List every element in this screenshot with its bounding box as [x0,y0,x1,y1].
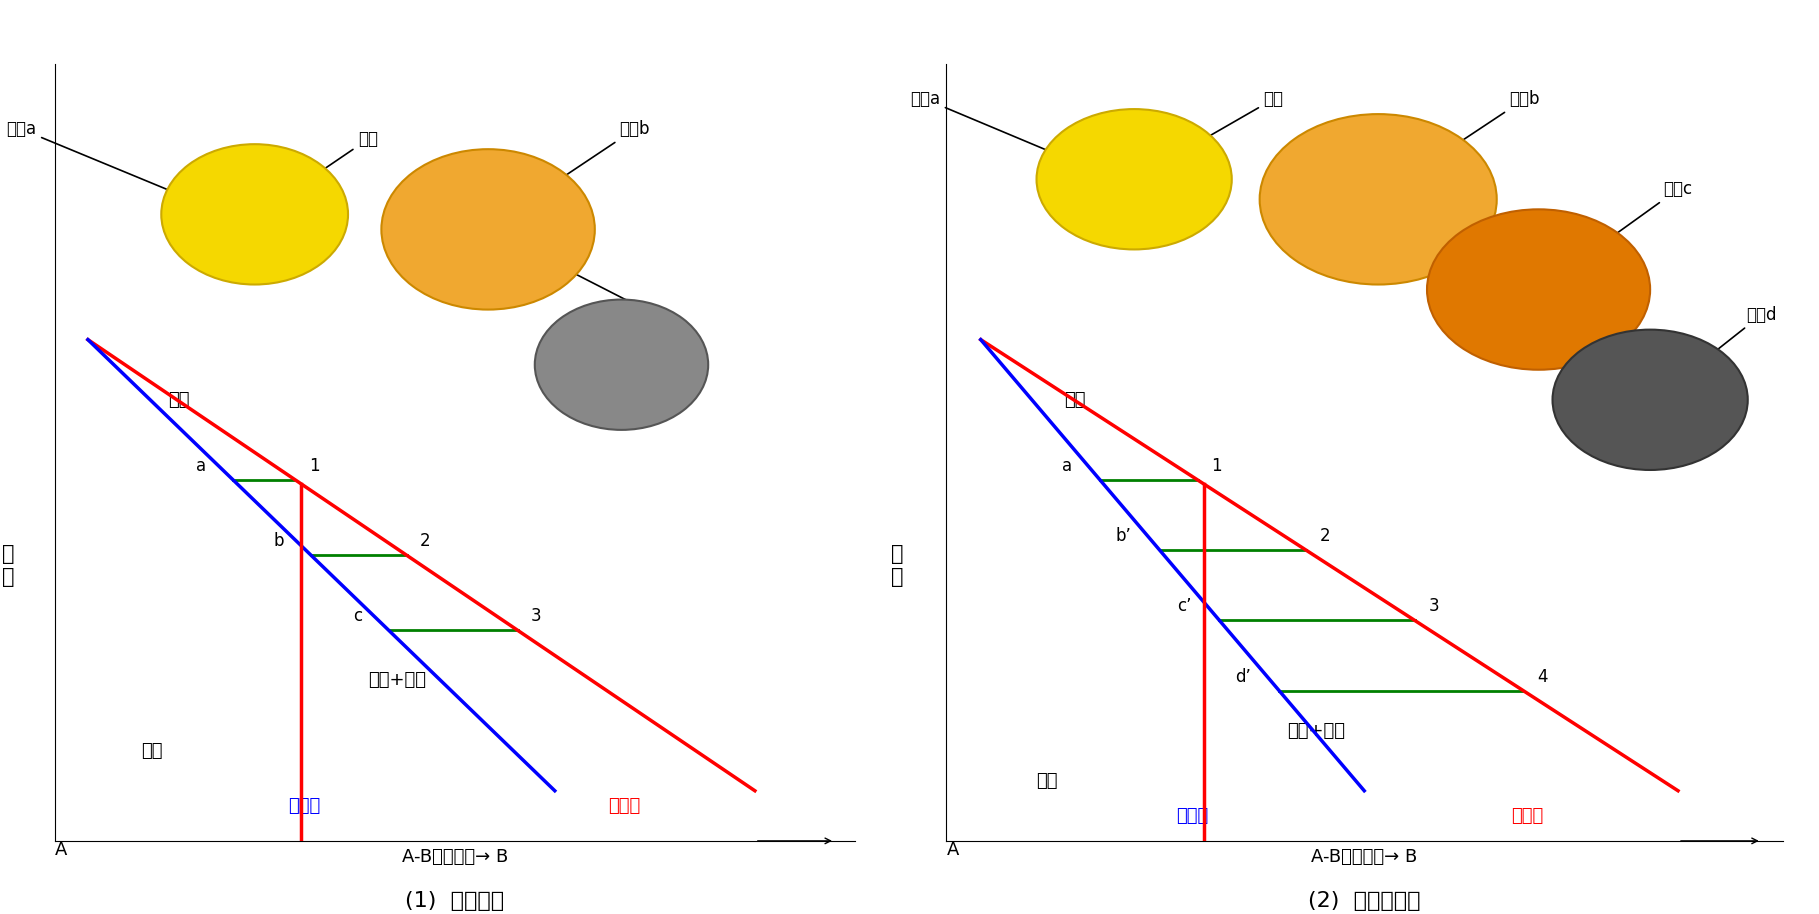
Text: d’: d’ [1235,667,1251,686]
Text: 1: 1 [1211,457,1222,475]
Text: 温
度: 温 度 [2,544,15,587]
Text: a: a [196,457,207,475]
Circle shape [227,195,282,234]
Text: 液相線: 液相線 [1510,807,1543,824]
Text: 固相d: 固相d [1626,305,1777,422]
Text: 固相+液相: 固相+液相 [367,672,426,689]
Text: 液相: 液相 [1064,391,1086,409]
Text: 液相: 液相 [231,130,378,232]
Circle shape [1341,172,1417,227]
Text: 温
度: 温 度 [891,544,904,587]
Circle shape [1615,375,1684,425]
Text: c’: c’ [1177,598,1191,615]
Text: 固相: 固相 [1037,771,1059,790]
Text: 2: 2 [420,532,431,550]
Text: b’: b’ [1115,527,1131,545]
X-axis label: A-B合金　　→ B: A-B合金 → B [1311,848,1417,866]
X-axis label: A-B合金　　→ B: A-B合金 → B [402,848,508,866]
Text: 4: 4 [1537,667,1548,686]
Circle shape [1037,109,1231,250]
Circle shape [1552,330,1748,470]
Text: 固相a: 固相a [5,120,284,239]
Circle shape [1295,139,1462,260]
Circle shape [1259,114,1497,284]
Text: A: A [55,841,67,859]
Text: a: a [1062,457,1071,475]
Circle shape [382,149,595,310]
Text: 固相b: 固相b [1348,90,1541,217]
Circle shape [1455,229,1623,350]
Text: 3: 3 [1428,598,1439,615]
Circle shape [1588,355,1713,445]
Text: 固相: 固相 [142,741,162,760]
Circle shape [162,144,347,284]
Text: 1: 1 [309,457,320,475]
Text: c: c [353,607,362,625]
Text: 固相c: 固相c [493,231,669,324]
Text: 液相: 液相 [167,391,189,409]
Text: 固相c: 固相c [1508,180,1693,312]
Title: (2)  実際の凝固: (2) 実際の凝固 [1308,891,1421,911]
Text: 固相a: 固相a [910,90,1171,203]
Circle shape [1095,152,1173,207]
Text: 液相: 液相 [1104,90,1284,197]
Circle shape [422,179,555,280]
Text: 固相線: 固相線 [287,797,320,814]
Text: 2: 2 [1321,527,1332,545]
Text: 固相+液相: 固相+液相 [1288,722,1346,739]
Circle shape [1490,254,1588,324]
Circle shape [535,300,708,430]
Text: b: b [275,532,284,550]
Circle shape [1426,209,1650,370]
Text: 固相b: 固相b [458,120,649,247]
Text: 液相線: 液相線 [608,797,640,814]
Title: (1)  平衡待固: (1) 平衡待固 [406,891,504,911]
Text: 3: 3 [531,607,542,625]
Text: 固相線: 固相線 [1175,807,1208,824]
Text: A: A [946,841,959,859]
